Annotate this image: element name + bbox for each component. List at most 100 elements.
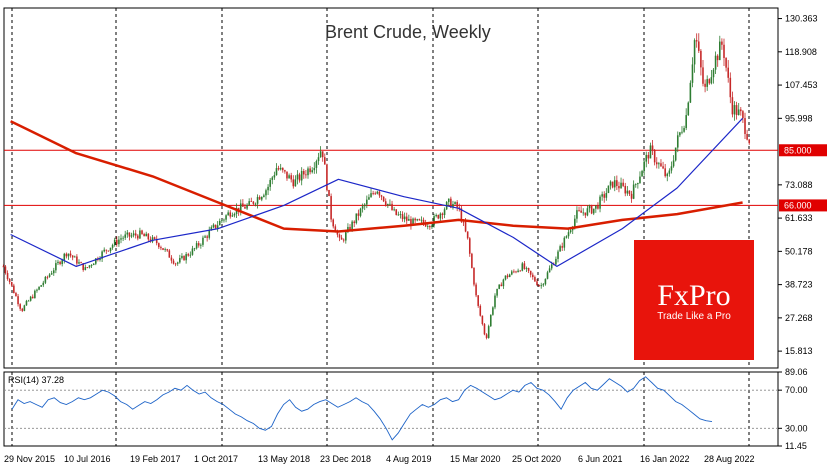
level-badge — [779, 144, 827, 157]
candle-body — [311, 170, 313, 173]
candle-body — [580, 210, 582, 213]
candle-body — [433, 216, 435, 226]
candle-body — [15, 293, 17, 297]
candle-body — [611, 181, 614, 188]
candle-body — [134, 233, 137, 236]
candle-body — [187, 254, 190, 256]
candle-body — [298, 174, 301, 181]
candle-body — [288, 175, 290, 179]
candle-body — [334, 226, 337, 233]
candle-body — [536, 281, 538, 286]
candle-body — [670, 166, 673, 171]
candle-body — [658, 163, 660, 165]
candle-body — [200, 244, 202, 246]
candle-body — [595, 205, 597, 209]
candle-body — [370, 193, 372, 198]
candle-body — [109, 247, 112, 252]
candle-body — [40, 285, 42, 287]
candle-body — [151, 237, 154, 242]
candle-body — [727, 67, 729, 78]
candle-body — [697, 41, 700, 51]
x-tick-label: 23 Dec 2018 — [320, 454, 371, 464]
candle-body — [681, 131, 683, 133]
candle-body — [275, 168, 278, 176]
candle-body — [506, 275, 509, 278]
candle-body — [426, 226, 429, 227]
candle-body — [555, 258, 557, 265]
candle-body — [525, 268, 528, 269]
candle-body — [244, 206, 246, 209]
candle-body — [716, 55, 719, 61]
candle-body — [676, 135, 679, 148]
candle-body — [242, 203, 244, 207]
candle-body — [735, 105, 738, 116]
candle-body — [422, 219, 425, 224]
candle-body — [653, 150, 656, 163]
candle-body — [218, 220, 221, 226]
candle-body — [214, 224, 217, 229]
candle-body — [225, 215, 227, 220]
candle-body — [286, 171, 288, 179]
candle-body — [162, 248, 164, 250]
rsi-label: RSI(14) 37.28 — [8, 375, 64, 385]
main-plot-frame — [3, 7, 779, 369]
candle-body — [25, 300, 28, 306]
candle-body — [695, 40, 698, 42]
candle-body — [532, 274, 534, 278]
candle-body — [706, 79, 708, 87]
candle-body — [618, 186, 620, 189]
candle-body — [229, 212, 232, 217]
candle-body — [515, 271, 517, 273]
candle-body — [168, 250, 171, 258]
candle-body — [540, 285, 543, 287]
candle-body — [548, 268, 551, 273]
candle-body — [63, 253, 66, 261]
candle-body — [557, 251, 559, 259]
candle-body — [302, 170, 305, 175]
candle-body — [510, 271, 513, 275]
candle-body — [345, 232, 347, 241]
candle-body — [340, 237, 343, 240]
candle-body — [92, 263, 95, 266]
x-tick-label: 6 Jun 2021 — [578, 454, 623, 464]
candle-body — [328, 189, 330, 197]
x-tick-label: 16 Jan 2022 — [640, 454, 690, 464]
candle-body — [401, 214, 404, 220]
x-tick-label: 1 Oct 2017 — [194, 454, 238, 464]
candle-body — [330, 196, 332, 220]
candle-body — [10, 281, 13, 286]
candle-body — [6, 273, 9, 279]
candle-body — [584, 212, 587, 216]
candle-body — [590, 205, 593, 214]
candle-body — [576, 210, 578, 219]
candle-body — [260, 196, 263, 200]
candle-body — [637, 183, 639, 185]
candle-body — [239, 203, 242, 212]
candle-body — [737, 109, 740, 116]
candle-body — [250, 201, 253, 202]
candle-body — [714, 55, 717, 70]
candle-body — [313, 167, 316, 171]
candle-body — [441, 213, 444, 215]
candle-body — [693, 40, 696, 65]
candle-body — [338, 234, 341, 238]
candle-body — [443, 209, 446, 215]
candle-body — [273, 175, 276, 178]
candle-body — [309, 168, 311, 173]
candle-body — [513, 271, 515, 273]
candle-body — [166, 249, 169, 251]
candle-body — [456, 202, 458, 208]
candle-body — [50, 273, 53, 275]
candle-body — [586, 208, 589, 216]
candle-body — [559, 246, 561, 252]
candle-body — [718, 41, 721, 61]
candle-body — [403, 216, 406, 220]
x-tick-label: 13 May 2018 — [258, 454, 310, 464]
candle-body — [107, 250, 110, 252]
x-tick-label: 29 Nov 2015 — [4, 454, 55, 464]
candle-body — [46, 276, 49, 278]
candle-body — [607, 185, 610, 193]
candle-body — [384, 201, 387, 206]
candle-body — [204, 236, 206, 238]
candle-body — [124, 234, 127, 238]
